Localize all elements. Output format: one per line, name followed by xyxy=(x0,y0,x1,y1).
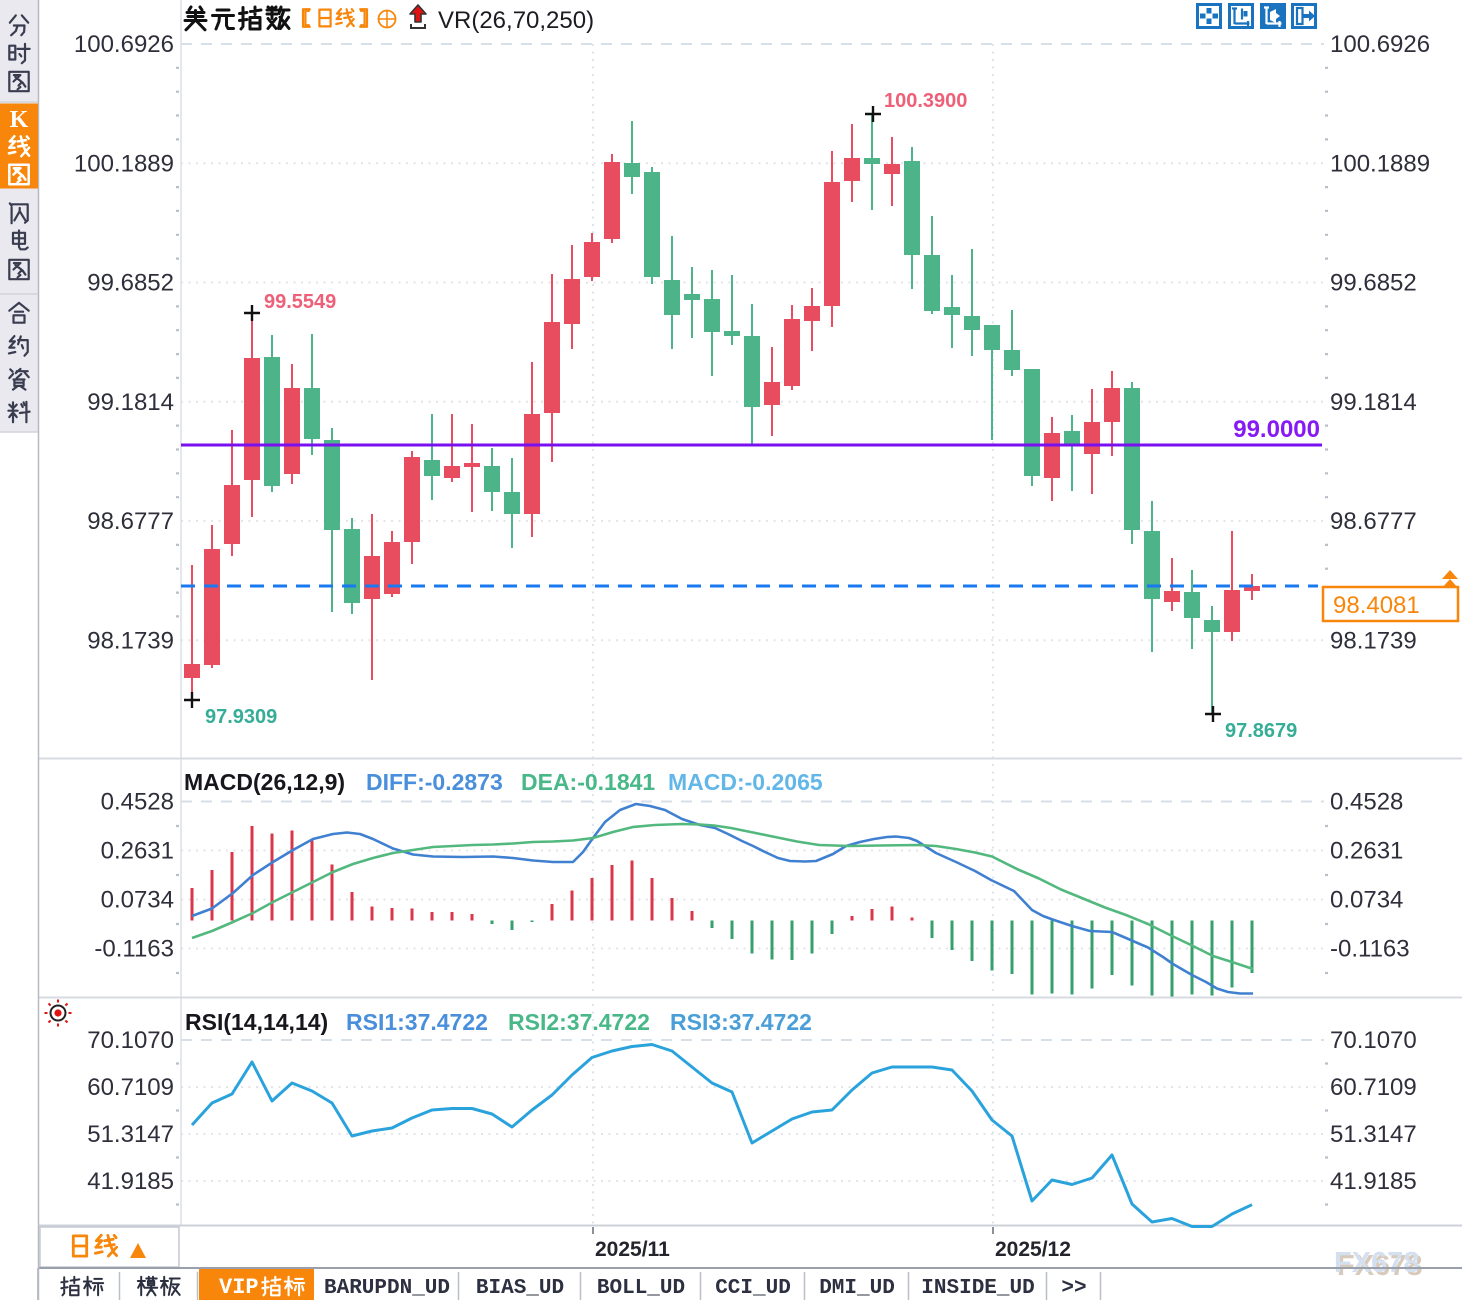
svg-text:K: K xyxy=(10,107,29,133)
svg-text:70.1070: 70.1070 xyxy=(87,1027,174,1054)
svg-text:98.1739: 98.1739 xyxy=(1330,627,1417,654)
svg-text:RSI2:37.4722: RSI2:37.4722 xyxy=(508,1009,650,1035)
svg-text:60.7109: 60.7109 xyxy=(1330,1074,1417,1101)
svg-text:98.6777: 98.6777 xyxy=(1330,508,1417,535)
svg-text:97.9309: 97.9309 xyxy=(205,706,277,728)
svg-text:51.3147: 51.3147 xyxy=(1330,1121,1417,1148)
svg-text:97.8679: 97.8679 xyxy=(1225,720,1297,742)
svg-text:100.1889: 100.1889 xyxy=(74,150,174,177)
svg-text:100.6926: 100.6926 xyxy=(1330,31,1430,58)
svg-text:DEA:-0.1841: DEA:-0.1841 xyxy=(521,769,655,795)
svg-text:VIP: VIP xyxy=(219,1275,259,1300)
svg-text:99.5549: 99.5549 xyxy=(264,291,336,313)
svg-text:DIFF:-0.2873: DIFF:-0.2873 xyxy=(366,769,503,795)
svg-text:98.4081: 98.4081 xyxy=(1333,592,1420,619)
svg-text:60.7109: 60.7109 xyxy=(87,1074,174,1101)
svg-text:99.6852: 99.6852 xyxy=(87,270,174,297)
svg-text:0.4528: 0.4528 xyxy=(101,789,174,816)
svg-text:2025/11: 2025/11 xyxy=(595,1238,670,1261)
svg-text:51.3147: 51.3147 xyxy=(87,1121,174,1148)
svg-text:70.1070: 70.1070 xyxy=(1330,1027,1417,1054)
svg-text:0.0734: 0.0734 xyxy=(101,887,174,914)
svg-text:41.9185: 41.9185 xyxy=(87,1168,174,1195)
svg-text:MACD:-0.2065: MACD:-0.2065 xyxy=(668,769,823,795)
svg-text:VR(26,70,250): VR(26,70,250) xyxy=(438,7,594,34)
svg-text:99.0000: 99.0000 xyxy=(1233,416,1320,443)
svg-text:RSI(14,14,14): RSI(14,14,14) xyxy=(185,1009,328,1035)
svg-text:99.1814: 99.1814 xyxy=(1330,389,1417,416)
svg-text:2025/12: 2025/12 xyxy=(995,1238,1071,1261)
svg-text:CCI_UD: CCI_UD xyxy=(715,1277,791,1300)
svg-text:>>: >> xyxy=(1061,1277,1086,1300)
svg-text:0.2631: 0.2631 xyxy=(1330,838,1403,865)
svg-text:0.4528: 0.4528 xyxy=(1330,789,1403,816)
svg-text:98.6777: 98.6777 xyxy=(87,508,174,535)
svg-text:0.2631: 0.2631 xyxy=(101,838,174,865)
svg-text:-0.1163: -0.1163 xyxy=(1330,936,1410,963)
svg-text:FX678: FX678 xyxy=(1337,1250,1422,1282)
svg-text:99.6852: 99.6852 xyxy=(1330,270,1417,297)
svg-text:BARUPDN_UD: BARUPDN_UD xyxy=(324,1277,450,1300)
svg-text:DMI_UD: DMI_UD xyxy=(819,1277,895,1300)
svg-text:RSI3:37.4722: RSI3:37.4722 xyxy=(670,1009,812,1035)
svg-text:99.1814: 99.1814 xyxy=(87,389,174,416)
svg-text:BIAS_UD: BIAS_UD xyxy=(476,1277,564,1300)
svg-text:98.1739: 98.1739 xyxy=(87,627,174,654)
svg-text:BOLL_UD: BOLL_UD xyxy=(597,1277,685,1300)
svg-text:100.3900: 100.3900 xyxy=(884,90,967,112)
svg-text:RSI1:37.4722: RSI1:37.4722 xyxy=(346,1009,488,1035)
svg-text:MACD(26,12,9): MACD(26,12,9) xyxy=(184,769,345,795)
svg-text:INSIDE_UD: INSIDE_UD xyxy=(921,1277,1034,1300)
svg-text:41.9185: 41.9185 xyxy=(1330,1168,1417,1195)
svg-text:100.6926: 100.6926 xyxy=(74,31,174,58)
svg-text:FX678: FX678 xyxy=(1334,1247,1419,1279)
svg-text:0.0734: 0.0734 xyxy=(1330,887,1403,914)
svg-text:100.1889: 100.1889 xyxy=(1330,150,1430,177)
svg-text:-0.1163: -0.1163 xyxy=(94,936,174,963)
